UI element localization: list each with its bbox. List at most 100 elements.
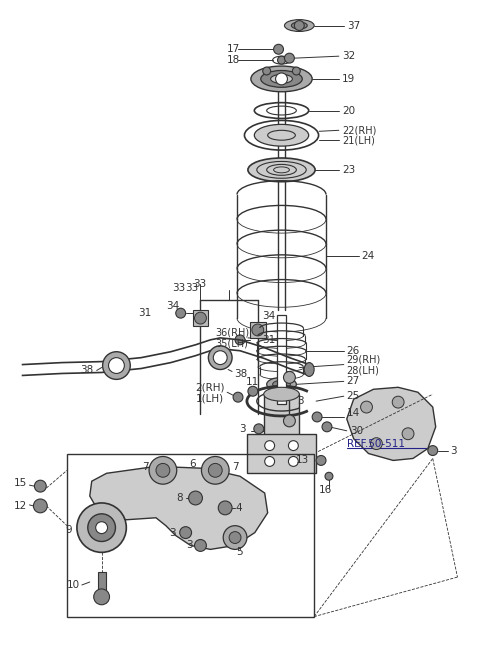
Text: 19: 19	[342, 74, 355, 84]
Ellipse shape	[267, 377, 296, 391]
Bar	[67, 453, 314, 616]
Circle shape	[34, 499, 47, 513]
Bar	[276, 315, 287, 404]
Text: 21(LH): 21(LH)	[342, 135, 375, 145]
Text: 33: 33	[172, 284, 186, 293]
Circle shape	[229, 532, 241, 544]
Bar	[250, 322, 266, 338]
Text: 14: 14	[347, 408, 360, 418]
Text: 16: 16	[319, 485, 332, 495]
Text: 27: 27	[347, 377, 360, 386]
Ellipse shape	[208, 346, 232, 369]
Text: 33: 33	[193, 278, 207, 288]
Text: 9: 9	[65, 525, 72, 534]
Text: 31: 31	[262, 335, 275, 345]
Circle shape	[77, 503, 126, 552]
Text: 31: 31	[138, 308, 151, 318]
Ellipse shape	[304, 363, 314, 377]
Circle shape	[223, 526, 247, 550]
Ellipse shape	[267, 164, 296, 176]
Bar	[264, 394, 300, 458]
Circle shape	[149, 457, 177, 484]
Text: 8: 8	[176, 493, 183, 503]
Circle shape	[156, 463, 170, 477]
Circle shape	[202, 457, 229, 484]
Circle shape	[194, 312, 206, 324]
Circle shape	[292, 67, 300, 75]
Ellipse shape	[213, 350, 227, 365]
Text: 11: 11	[246, 377, 260, 387]
Polygon shape	[90, 466, 268, 550]
Circle shape	[264, 457, 275, 466]
Circle shape	[325, 472, 333, 480]
Text: 38: 38	[81, 365, 94, 375]
Text: 24: 24	[361, 252, 375, 261]
Text: 33: 33	[186, 284, 199, 293]
Ellipse shape	[248, 158, 315, 181]
Text: 34: 34	[262, 311, 275, 321]
Ellipse shape	[103, 352, 130, 379]
Text: 28(LH): 28(LH)	[347, 365, 380, 375]
Circle shape	[294, 20, 304, 31]
Bar	[247, 434, 316, 474]
Ellipse shape	[254, 124, 309, 146]
Text: 30: 30	[350, 426, 363, 436]
Text: 12: 12	[14, 501, 27, 511]
Ellipse shape	[261, 71, 302, 87]
Circle shape	[288, 457, 298, 466]
Ellipse shape	[285, 20, 314, 31]
Circle shape	[88, 514, 116, 542]
Circle shape	[274, 45, 284, 54]
Text: REF.50-511: REF.50-511	[347, 439, 405, 449]
Circle shape	[288, 441, 298, 451]
Text: 2(RH): 2(RH)	[195, 383, 225, 392]
Circle shape	[233, 392, 243, 402]
Text: 3: 3	[186, 540, 192, 550]
Text: 35(LH): 35(LH)	[216, 339, 248, 349]
Circle shape	[322, 422, 332, 432]
Text: 1(LH): 1(LH)	[195, 393, 224, 403]
Text: 34: 34	[166, 301, 179, 311]
Text: 29(RH): 29(RH)	[347, 354, 381, 365]
Polygon shape	[347, 387, 436, 460]
Circle shape	[189, 491, 203, 505]
Circle shape	[264, 441, 275, 451]
Text: 7: 7	[143, 462, 149, 472]
Circle shape	[35, 480, 46, 492]
Circle shape	[284, 415, 295, 427]
Circle shape	[263, 67, 271, 75]
Text: 26: 26	[347, 346, 360, 356]
Text: 18: 18	[227, 55, 240, 65]
Circle shape	[248, 386, 258, 396]
Text: 3: 3	[297, 396, 304, 406]
Circle shape	[252, 324, 264, 336]
Circle shape	[180, 527, 192, 538]
Circle shape	[254, 424, 264, 434]
Circle shape	[392, 396, 404, 408]
Text: 23: 23	[342, 165, 355, 175]
Text: 7: 7	[232, 462, 239, 472]
Circle shape	[428, 445, 438, 455]
Circle shape	[360, 401, 372, 413]
Text: 32: 32	[342, 51, 355, 61]
Circle shape	[194, 540, 206, 552]
Text: 20: 20	[342, 105, 355, 115]
Text: 5: 5	[237, 548, 243, 557]
Bar	[192, 310, 208, 326]
Circle shape	[276, 73, 288, 85]
Circle shape	[277, 56, 286, 64]
Text: 4: 4	[235, 503, 242, 513]
Ellipse shape	[273, 381, 290, 388]
Ellipse shape	[291, 22, 307, 29]
Circle shape	[316, 455, 326, 466]
Circle shape	[285, 53, 294, 63]
Bar	[97, 572, 106, 594]
Ellipse shape	[271, 75, 292, 83]
Circle shape	[94, 589, 109, 605]
Text: 15: 15	[14, 478, 27, 488]
Circle shape	[235, 335, 245, 345]
Text: 36(RH): 36(RH)	[216, 328, 250, 338]
Text: 22(RH): 22(RH)	[342, 125, 376, 136]
Circle shape	[284, 371, 295, 383]
Text: 3: 3	[451, 445, 457, 456]
